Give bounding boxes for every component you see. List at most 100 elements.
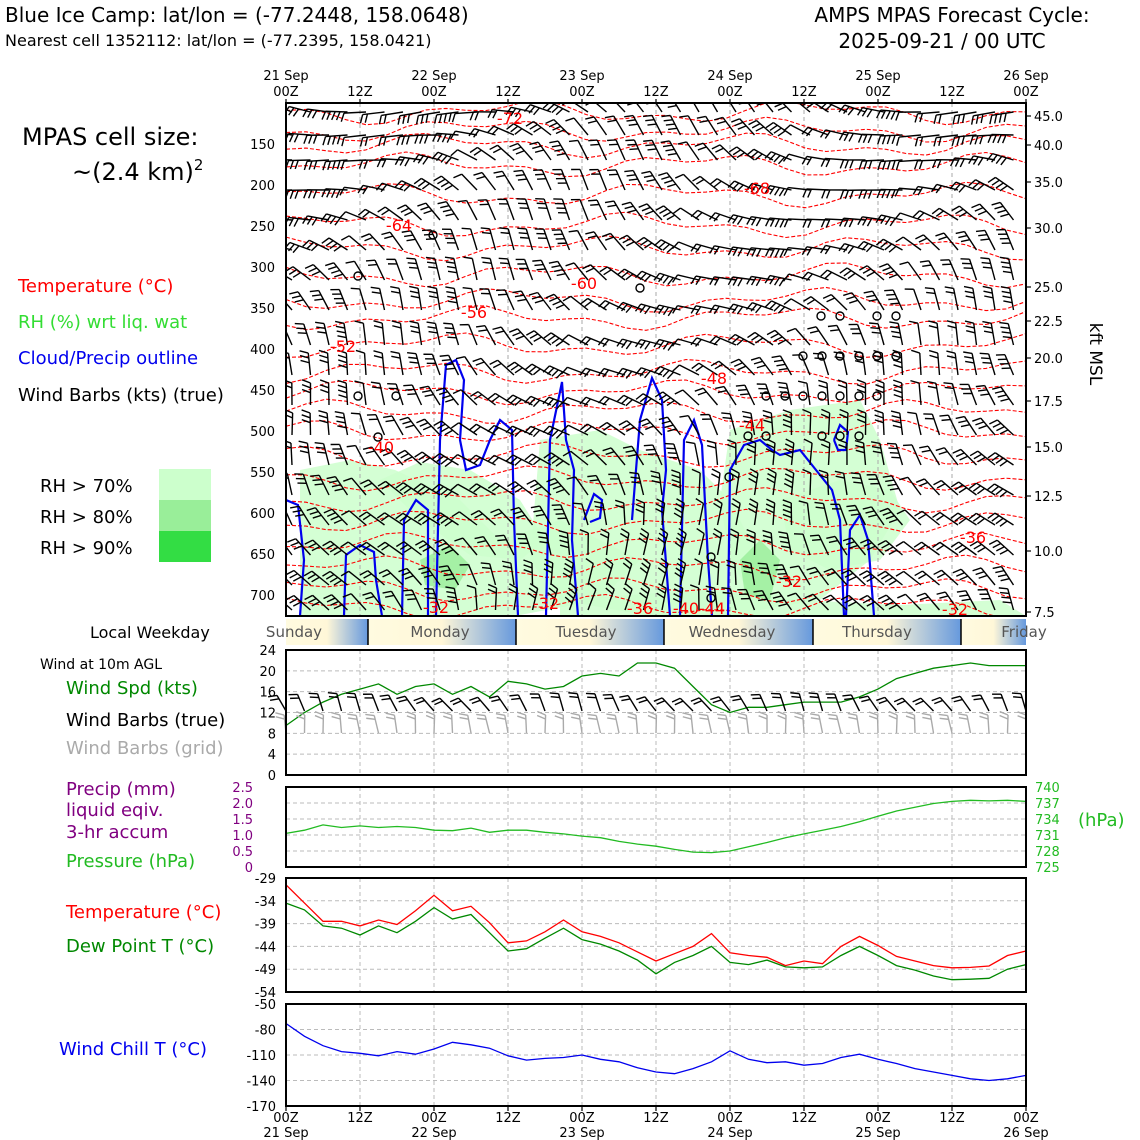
upper-wind-barb-feather [862, 573, 872, 579]
upper-wind-barb-feather [694, 387, 704, 392]
upper-wind-barb-feather [420, 114, 424, 124]
top-hour-label: 00Z [717, 85, 743, 100]
upper-wind-barb [604, 299, 626, 311]
upper-wind-barb [626, 234, 644, 251]
cloud-outline [342, 543, 384, 616]
upper-wind-barb-feather [844, 572, 854, 578]
upper-wind-barb-feather [363, 482, 373, 488]
upper-wind-barb [587, 563, 594, 586]
upper-wind-barb [326, 413, 330, 436]
upper-wind-barb-feather [267, 159, 270, 167]
upper-wind-barb [880, 134, 903, 137]
upper-wind-barb [844, 104, 866, 113]
upper-wind-barb-feather [705, 585, 715, 589]
upper-wind-barb-feather [1000, 285, 1010, 290]
upper-wind-barb-feather [845, 541, 855, 546]
legend-wind-chill: Wind Chill T (°C) [59, 1039, 207, 1060]
upper-wind-barb-feather [334, 217, 341, 226]
upper-wind-barb-feather [675, 567, 684, 574]
upper-wind-barb [897, 323, 904, 346]
upper-wind-barb-feather [749, 472, 758, 479]
calm-wind-marker [373, 432, 383, 442]
upper-wind-barb-feather [989, 115, 993, 125]
upper-wind-barb [682, 173, 700, 191]
grid-wind-barb-feather [888, 710, 898, 716]
upper-wind-barb-feather [510, 506, 520, 511]
upper-wind-barb [1000, 386, 1015, 406]
grid-wind-barb-feather [443, 715, 453, 720]
upper-wind-barb [754, 331, 774, 346]
surface-wind-barb-feather [710, 696, 720, 701]
upper-wind-barb-feather [290, 505, 300, 509]
upper-wind-barb [977, 540, 996, 556]
upper-wind-barb-feather [827, 324, 837, 328]
upper-wind-barb-feather [865, 510, 875, 514]
upper-wind-barb-feather [468, 128, 475, 137]
grid-wind-barb [339, 715, 343, 734]
upper-wind-barb-feather [337, 335, 347, 339]
calm-wind-marker [635, 283, 645, 293]
upper-wind-barb-feather [438, 114, 443, 124]
upper-wind-barb-feather [616, 268, 625, 276]
upper-wind-barb-feather [862, 506, 872, 510]
upper-wind-barb-feather [919, 260, 929, 263]
upper-wind-barb-feather [916, 592, 926, 597]
upper-wind-barb-feather [673, 593, 682, 599]
upper-wind-barb [984, 385, 996, 406]
legend-cloud: Cloud/Precip outline [18, 348, 198, 369]
upper-wind-barb-feather [877, 540, 887, 546]
upper-wind-barb-feather [956, 136, 961, 146]
pressure-tick-label: 500 [250, 425, 275, 440]
upper-wind-barb-feather [335, 415, 345, 419]
upper-wind-barb-feather [855, 444, 865, 449]
upper-wind-barb-feather [422, 156, 429, 165]
upper-wind-barb [772, 443, 776, 466]
upper-wind-barb [806, 503, 811, 526]
upper-wind-barb-feather [588, 199, 598, 202]
upper-wind-barb-feather [777, 339, 787, 345]
upper-wind-barb-feather [888, 273, 898, 279]
upper-wind-barb [967, 384, 978, 406]
upper-wind-barb [585, 367, 607, 376]
upper-wind-barb [781, 564, 793, 586]
upper-wind-barb [831, 568, 848, 586]
upper-wind-barb-feather [866, 217, 873, 227]
upper-wind-barb [923, 478, 941, 496]
upper-wind-barb [286, 108, 293, 113]
surface-wind-barb [421, 697, 435, 712]
upper-wind-barb [381, 323, 386, 346]
upper-wind-barb-feather [641, 421, 651, 427]
upper-wind-barb-feather [620, 303, 628, 312]
upper-wind-barb [312, 539, 330, 556]
upper-wind-barb [438, 483, 459, 496]
upper-wind-barb-feather [605, 557, 614, 565]
y-tick-label: -170 [246, 1100, 276, 1115]
upper-wind-barb-feather [762, 529, 772, 534]
upper-wind-barb [287, 353, 293, 376]
grid-wind-barb-feather [348, 717, 358, 720]
upper-wind-barb-feather [288, 107, 295, 116]
upper-wind-barb-feather [981, 261, 991, 265]
upper-wind-barb-feather [781, 545, 791, 549]
upper-wind-barb-feather [542, 396, 550, 405]
upper-wind-barb-feather [647, 453, 657, 456]
upper-wind-barb-feather [818, 384, 828, 389]
upper-wind-barb-feather [414, 451, 423, 458]
upper-wind-barb-feather [692, 175, 701, 182]
upper-wind-barb-feather [767, 473, 776, 479]
cloud-outline [582, 492, 604, 524]
upper-wind-barb-feather [835, 475, 845, 479]
upper-wind-barb [826, 383, 830, 406]
upper-wind-barb [312, 594, 330, 611]
upper-wind-barb [451, 323, 460, 346]
upper-wind-barb-feather [371, 386, 381, 389]
upper-wind-barb-feather [727, 180, 735, 188]
upper-wind-barb-feather [690, 305, 697, 314]
upper-wind-barb [881, 353, 885, 376]
upper-wind-barb-feather [333, 579, 342, 586]
upper-wind-barb-feather [848, 218, 854, 228]
upper-wind-barb-feather [334, 410, 344, 415]
upper-wind-barb [573, 262, 589, 281]
upper-wind-barb-feather [304, 594, 313, 601]
upper-wind-barb-feather [1000, 326, 1010, 330]
